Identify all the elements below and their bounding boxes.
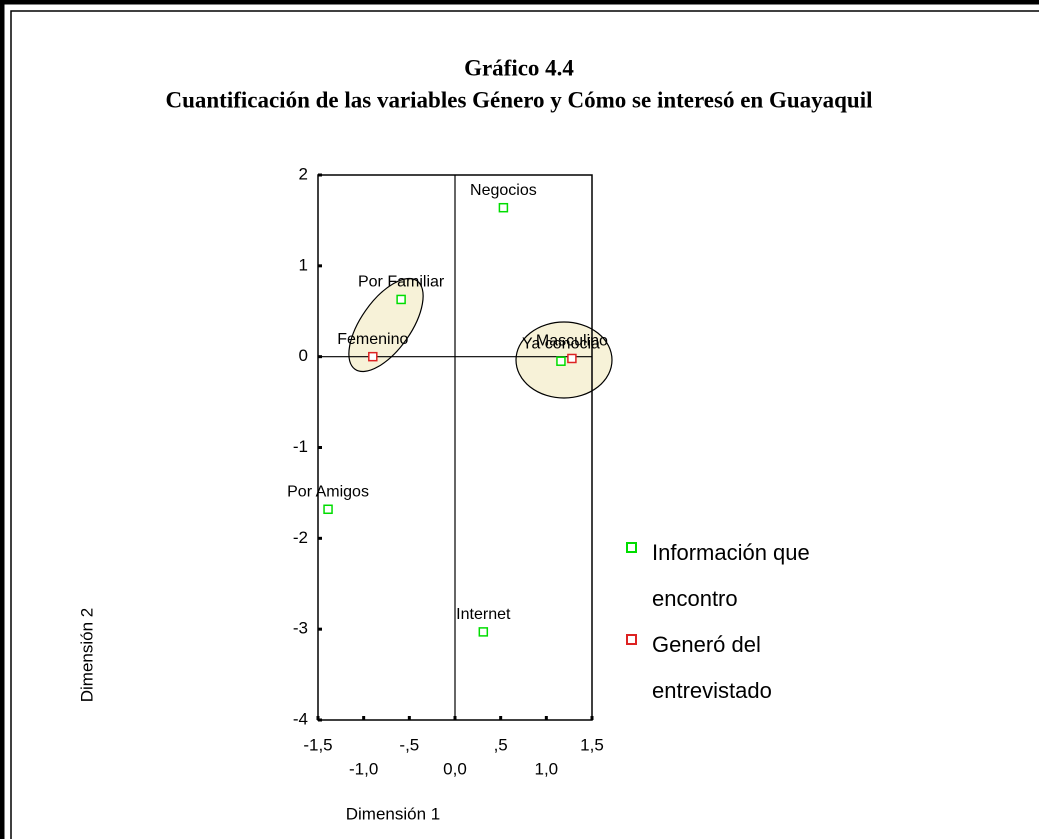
point bbox=[567, 353, 577, 364]
chart-title: Gráfico 4.4 bbox=[464, 55, 574, 80]
point bbox=[396, 294, 406, 305]
y-tick-label: -2 bbox=[293, 528, 308, 547]
legend-item: Generó del entrevistado bbox=[626, 622, 856, 714]
point-label: Femenino bbox=[337, 331, 408, 348]
legend-swatch bbox=[626, 634, 637, 645]
legend-label: Información que encontro bbox=[652, 540, 810, 611]
point-label: Internet bbox=[456, 606, 511, 623]
x-tick-label: -,5 bbox=[399, 735, 419, 754]
y-tick-label: 1 bbox=[299, 255, 308, 274]
point bbox=[368, 351, 378, 362]
point bbox=[498, 202, 509, 213]
frame-inner bbox=[10, 10, 1039, 839]
chart-subtitle: Cuantificación de las variables Género y… bbox=[165, 87, 872, 112]
y-tick-label: -4 bbox=[293, 709, 308, 728]
point-label: Ya conocia bbox=[522, 335, 600, 352]
x-tick-label: -1,0 bbox=[349, 759, 378, 778]
point bbox=[323, 504, 333, 515]
y-tick-label: -1 bbox=[293, 437, 308, 456]
x-tick-label: 1,0 bbox=[535, 759, 559, 778]
x-tick-label: ,5 bbox=[494, 735, 508, 754]
y-tick-label: -3 bbox=[293, 619, 308, 638]
x-tick-label: -1,5 bbox=[303, 735, 332, 754]
legend: Información que encontro Generó del entre… bbox=[626, 530, 856, 714]
x-tick-label: 0,0 bbox=[443, 759, 467, 778]
y-tick-label: 0 bbox=[299, 346, 308, 365]
point bbox=[478, 627, 489, 637]
legend-item: Información que encontro bbox=[626, 530, 856, 622]
y-tick-label: 2 bbox=[299, 164, 308, 183]
y-axis-label: Dimensión 2 bbox=[77, 608, 96, 703]
point-label: Por Amigos bbox=[287, 483, 369, 500]
x-tick-label: 1,5 bbox=[580, 735, 604, 754]
point bbox=[556, 356, 566, 366]
point-label: Masculino bbox=[536, 333, 608, 350]
legend-label: Generó del entrevistado bbox=[652, 632, 772, 703]
legend-swatch bbox=[626, 542, 637, 553]
x-axis-label: Dimensión 1 bbox=[346, 804, 441, 823]
point-label: Por Familiar bbox=[358, 274, 445, 291]
point-label: Negocios bbox=[470, 182, 537, 199]
